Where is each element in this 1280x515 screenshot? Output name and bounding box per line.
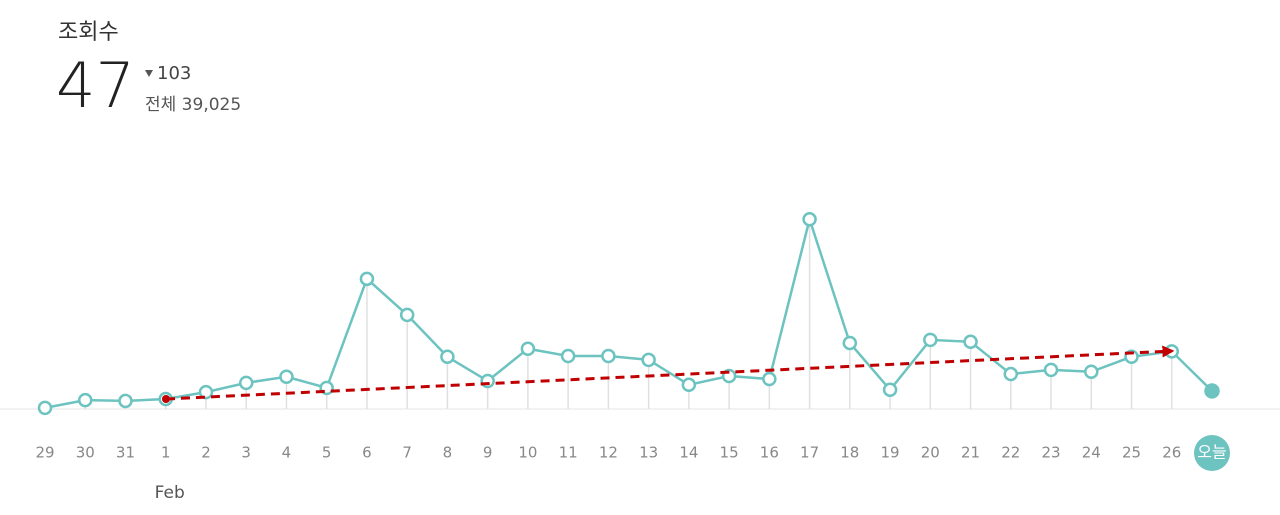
x-tick-label: 18 <box>840 444 859 462</box>
trend-start <box>162 395 170 403</box>
count: 47 <box>56 49 135 122</box>
point <box>279 369 294 384</box>
point <box>238 375 254 391</box>
point <box>963 334 978 350</box>
x-tick-label: 9 <box>483 444 493 462</box>
x-tick-label: 3 <box>241 444 251 462</box>
point <box>882 382 898 398</box>
x-tick-label: 12 <box>599 444 618 462</box>
point <box>520 341 536 356</box>
x-tick-label: 17 <box>800 444 819 462</box>
x-tick-label: 20 <box>921 444 940 462</box>
point <box>1084 364 1099 380</box>
x-tick-label: 19 <box>881 444 900 462</box>
x-tick-label: 1 <box>161 444 171 462</box>
point <box>440 349 455 365</box>
x-tick-label: 8 <box>443 444 453 462</box>
x-tick-label: 4 <box>282 444 292 462</box>
down-icon <box>145 70 153 77</box>
point <box>560 348 576 364</box>
x-tick-label: 31 <box>116 444 135 462</box>
x-tick-label: 10 <box>518 444 537 462</box>
x-tick-label: 22 <box>1001 444 1020 462</box>
change: 103 <box>157 63 191 84</box>
point <box>198 384 214 400</box>
total: 전체 39,025 <box>145 95 241 115</box>
line <box>44 214 1213 410</box>
point <box>1204 383 1220 399</box>
point <box>37 400 53 416</box>
x-tick-label: 25 <box>1122 444 1141 462</box>
point <box>681 377 697 393</box>
x-sublabel: Feb <box>155 483 185 503</box>
marks <box>37 212 1220 416</box>
point <box>641 352 656 368</box>
point <box>77 392 93 408</box>
x-tick-label: 16 <box>760 444 779 462</box>
point <box>118 393 133 409</box>
point <box>399 307 415 323</box>
point <box>923 332 938 348</box>
point <box>842 335 858 351</box>
x-tick-label: 21 <box>961 444 980 462</box>
x-tick-label: 30 <box>76 444 95 462</box>
point <box>762 371 777 387</box>
trend-arrow <box>165 345 1175 401</box>
today-badge <box>1194 435 1230 471</box>
point <box>359 271 375 287</box>
point <box>601 348 616 364</box>
x-tick-label: 2 <box>201 444 211 462</box>
x-tick-label: 오늘 <box>1197 443 1226 462</box>
x-tick-label: 14 <box>679 444 698 462</box>
x-tick-label: 11 <box>559 444 578 462</box>
point <box>802 212 817 227</box>
x-tick-label: 7 <box>402 444 412 462</box>
title: 조회수 <box>58 20 119 45</box>
x-tick-label: 5 <box>322 444 332 462</box>
x-tick-label: 24 <box>1082 444 1101 462</box>
point <box>1043 362 1059 378</box>
point <box>1003 366 1019 382</box>
x-tick-label: 23 <box>1041 444 1060 462</box>
x-tick-label: 13 <box>639 444 658 462</box>
x-tick-label: 15 <box>720 444 739 462</box>
x-tick-label: 26 <box>1162 444 1181 462</box>
x-tick-label: 6 <box>362 444 372 462</box>
x-tick-label: 29 <box>35 444 54 462</box>
